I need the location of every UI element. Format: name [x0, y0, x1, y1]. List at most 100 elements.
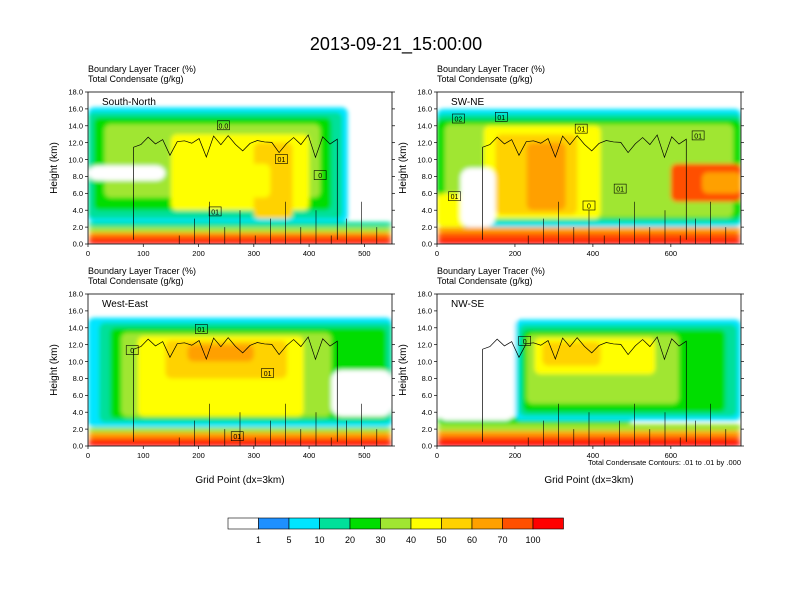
- y-tick-label: 14.0: [68, 323, 83, 332]
- plot-frame: [87, 91, 393, 245]
- colorbar: 1 5 10 20 30 40 50 60 70 100: [227, 517, 564, 545]
- colorbar-label: 100: [525, 535, 540, 545]
- condensate-contour: [133, 336, 338, 442]
- svg-text:0: 0: [318, 173, 322, 180]
- x-tick-label: 100: [137, 249, 150, 258]
- colorbar-swatch: [441, 517, 473, 530]
- contour-label: 01: [208, 206, 222, 216]
- y-axis-title: Height (km): [49, 142, 60, 194]
- y-tick-label: 10.0: [417, 357, 432, 366]
- svg-text:01: 01: [197, 327, 205, 334]
- x-tick-label: 400: [587, 249, 600, 258]
- svg-text:01: 01: [694, 133, 702, 140]
- field-region: [187, 344, 254, 362]
- y-tick-label: 8.0: [422, 374, 432, 383]
- svg-text:01: 01: [278, 157, 286, 164]
- field-2: 02 01 01 01 01 01 0: [437, 92, 741, 244]
- y-tick-label: 6.0: [73, 391, 83, 400]
- y-tick-label: 2.0: [422, 425, 432, 434]
- x-tick-label: 600: [665, 451, 678, 460]
- x-tick-label: 0: [435, 249, 439, 258]
- left-title-line1: Boundary Layer Tracer (%): [437, 266, 545, 276]
- contour-label: 01: [691, 130, 705, 140]
- clear-region: [437, 294, 515, 421]
- contour-label: 01: [448, 191, 461, 201]
- left-title-line2: Total Condensate (g/kg): [88, 74, 184, 84]
- colorbar-swatch: [288, 517, 320, 530]
- contour-note: Total Condensate Contours: .01 to .01 by…: [588, 458, 741, 467]
- x-tick-label: 200: [509, 249, 522, 258]
- colorbar-label: 60: [467, 535, 477, 545]
- colorbar-label: 5: [286, 535, 291, 545]
- contour-label: 01: [613, 183, 627, 194]
- y-tick-label: 0.0: [73, 442, 83, 451]
- field-4: 0: [437, 294, 741, 446]
- plot-frame: [436, 293, 742, 447]
- y-tick-label: 18.0: [417, 290, 432, 299]
- field-1: 0.0 01 0 01: [88, 92, 392, 244]
- x-tick-label: 300: [248, 451, 261, 460]
- left-title-line1: Boundary Layer Tracer (%): [437, 64, 545, 74]
- y-tick-label: 12.0: [68, 138, 83, 147]
- clear-region: [88, 165, 166, 181]
- x-tick-label: 100: [137, 451, 150, 460]
- colorbar-label: 70: [497, 535, 507, 545]
- colorbar-swatch: [227, 517, 259, 530]
- field-region: [542, 342, 601, 366]
- y-axis-title: Height (km): [398, 344, 409, 396]
- panel-4: 00.02.04.06.08.010.012.014.016.018.00 200…: [398, 266, 744, 486]
- y-tick-label: 18.0: [68, 290, 83, 299]
- contour-label: 0.0: [217, 120, 230, 130]
- y-tick-label: 6.0: [73, 189, 83, 198]
- x-tick-label: 500: [358, 451, 371, 460]
- y-tick-label: 10.0: [417, 155, 432, 164]
- left-title-line1: Boundary Layer Tracer (%): [88, 266, 196, 276]
- colorbar-swatch: [410, 517, 442, 530]
- left-title-line1: Boundary Layer Tracer (%): [88, 64, 196, 74]
- y-tick-label: 2.0: [73, 425, 83, 434]
- clear-region: [460, 168, 496, 228]
- y-tick-label: 0.0: [422, 442, 432, 451]
- y-tick-label: 6.0: [422, 189, 432, 198]
- x-tick-label: 400: [303, 249, 316, 258]
- panel-1: 0.0 01 0 01 0.0 2.0 4.0 6.0 8.0 10.0 12.0 14.0 16.0 1…: [49, 64, 395, 258]
- condensate-contour: [482, 336, 687, 442]
- contour-label: 0: [125, 345, 139, 355]
- x-axis-title: Grid Point (dx=3km): [544, 475, 633, 486]
- y-tick-label: 16.0: [417, 105, 432, 114]
- x-tick-label: 0: [86, 451, 90, 460]
- x-tick-label: 200: [192, 451, 205, 460]
- contour-label: 01: [275, 154, 288, 164]
- y-tick-label: 16.0: [68, 105, 83, 114]
- x-tick-label: 0: [435, 451, 439, 460]
- panel-label: South-North: [102, 97, 156, 108]
- colorbar-swatch: [471, 517, 503, 530]
- colorbar-swatch: [532, 517, 564, 530]
- field-region: [526, 142, 566, 211]
- panel-label: SW-NE: [451, 97, 484, 108]
- colorbar-swatch: [349, 517, 381, 530]
- y-tick-label: 14.0: [417, 323, 432, 332]
- contour-label: 0: [313, 170, 327, 180]
- y-tick-label: 0.0: [422, 240, 432, 249]
- y-tick-label: 12.0: [68, 340, 83, 349]
- colorbar-swatch: [319, 517, 351, 530]
- x-tick-label: 500: [358, 249, 371, 258]
- colorbar-label: 1: [256, 535, 261, 545]
- panel-3: 01 0 01 01 0.0 2.0 4.0 6.0 8.0 10.0 12.0 14.0 16.0 18…: [49, 266, 395, 486]
- svg-text:0: 0: [130, 348, 134, 355]
- colorbar-swatch: [502, 517, 534, 530]
- y-tick-label: 2.0: [422, 223, 432, 232]
- y-tick-label: 4.0: [73, 408, 83, 417]
- field-region: [702, 172, 741, 194]
- plot-frame: [87, 293, 393, 447]
- y-tick-label: 4.0: [422, 408, 432, 417]
- contour-label: 02: [452, 113, 465, 124]
- svg-text:01: 01: [233, 434, 241, 441]
- y-tick-label: 10.0: [68, 155, 83, 164]
- svg-text:0: 0: [587, 204, 591, 211]
- svg-text:01: 01: [497, 115, 505, 122]
- svg-text:02: 02: [455, 117, 463, 124]
- svg-text:0.0: 0.0: [219, 123, 229, 130]
